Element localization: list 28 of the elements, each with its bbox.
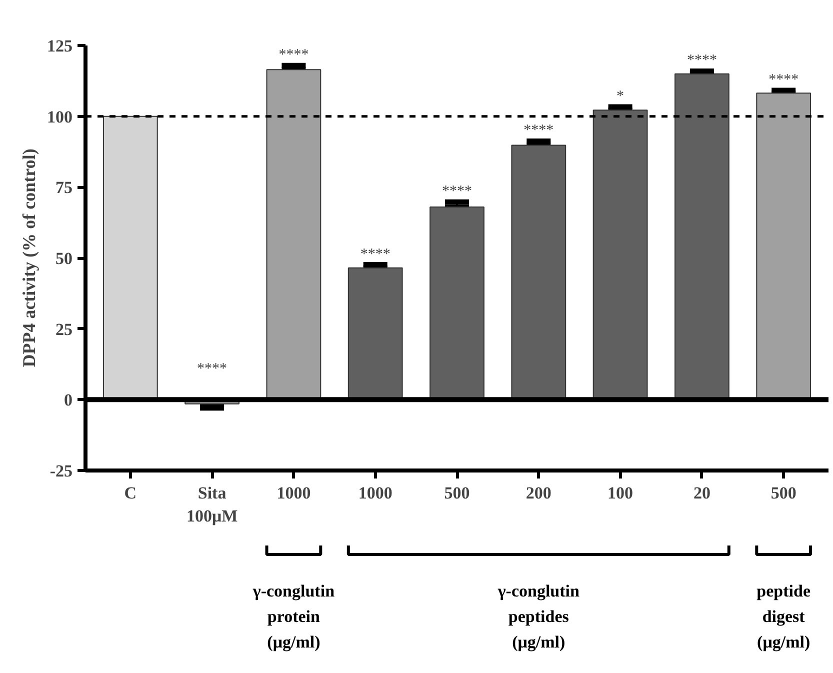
y-tick-label: 0 — [64, 390, 72, 410]
y-tick-label: 75 — [56, 178, 72, 198]
x-tick-label: 200 — [526, 484, 552, 502]
text: peptide digest (μg/ml) — [756, 581, 811, 652]
x-tick-label: 1000 — [276, 484, 311, 502]
data-label: * — [616, 88, 624, 104]
x-tick-label: 500 — [770, 484, 796, 502]
data-label: **** — [360, 246, 390, 262]
data-label: **** — [768, 72, 799, 88]
y-axis-title: DPP4 activity (% of control) — [19, 148, 39, 368]
y-tick-label: 50 — [56, 249, 72, 268]
data-label: **** — [524, 122, 554, 139]
y-tick-label: 100 — [47, 107, 72, 126]
y-tick-label: 25 — [56, 320, 72, 339]
text: γ-conglutin peptides (μg/ml) — [496, 581, 580, 652]
data-label: **** — [278, 47, 309, 64]
x-tick-label: 500 — [444, 484, 470, 502]
x-tick-label: C — [124, 484, 137, 502]
text: γ-conglutin protein (μg/ml) — [252, 581, 336, 652]
x-tick-label: 100 — [608, 484, 634, 502]
x-tick-label: 1000 — [358, 484, 392, 502]
y-tick-label: -25 — [50, 462, 73, 480]
data-label: **** — [197, 361, 228, 377]
x-tick-label: Sita 100μM — [186, 484, 238, 526]
data-label: **** — [442, 184, 472, 200]
data-label: **** — [686, 52, 717, 69]
y-tick-label: 125 — [47, 36, 72, 56]
x-tick-label: 20 — [693, 484, 710, 502]
